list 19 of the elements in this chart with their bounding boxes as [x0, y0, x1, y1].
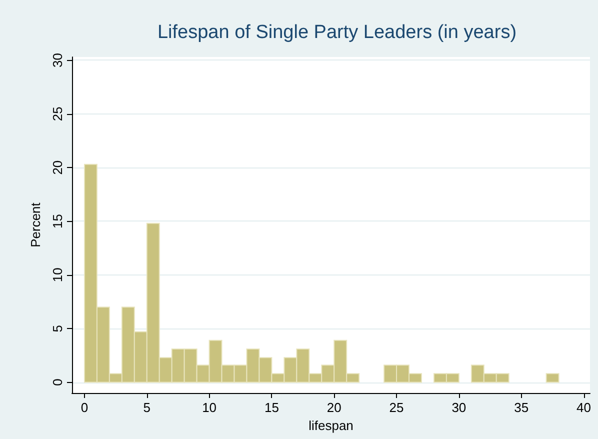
x-tick-label: 35 [514, 400, 529, 415]
y-axis-title: Percent [28, 202, 43, 248]
y-tick-label: 0 [50, 378, 65, 386]
x-tick-label: 20 [326, 400, 342, 415]
y-tick-label: 5 [50, 324, 65, 332]
x-tick-label: 5 [143, 400, 151, 415]
y-tick-label: 10 [50, 268, 65, 282]
x-tick-label: 15 [264, 400, 279, 415]
y-tick-label: 15 [50, 214, 65, 228]
x-axis-title: lifespan [308, 418, 354, 433]
y-tick-label: 30 [50, 52, 65, 68]
x-tick-label: 25 [389, 400, 404, 415]
x-tick-label: 10 [202, 400, 217, 415]
y-tick-label: 25 [50, 106, 65, 122]
x-tick-label: 0 [80, 400, 88, 415]
x-tick-label: 40 [576, 400, 591, 415]
x-tick-label: 30 [452, 400, 466, 415]
chart-title: Lifespan of Single Party Leaders (in years) [157, 22, 517, 43]
y-tick-label: 20 [50, 160, 65, 175]
